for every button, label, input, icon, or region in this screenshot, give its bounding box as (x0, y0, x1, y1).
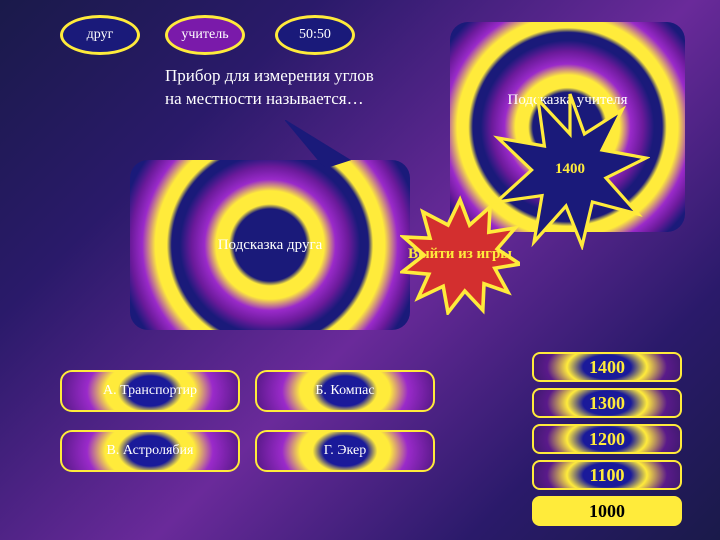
score-1200: 1200 (532, 424, 682, 454)
exit-button[interactable]: Выйти из игры (400, 195, 520, 315)
score-1000: 1000 (532, 496, 682, 526)
friend-speech-tail (285, 120, 365, 170)
answer-b-label: Б. Компас (315, 383, 374, 399)
answer-b[interactable]: Б. Компас (255, 370, 435, 412)
lifeline-friend-label: друг (87, 27, 114, 42)
lifeline-friend[interactable]: друг (60, 15, 140, 55)
lifeline-fifty[interactable]: 50:50 (275, 15, 355, 55)
answer-d[interactable]: Г. Экер (255, 430, 435, 472)
answer-a-label: А. Транспортир (103, 383, 197, 399)
score-1300: 1300 (532, 388, 682, 418)
lifeline-teacher[interactable]: учитель (165, 15, 245, 55)
answer-d-label: Г. Экер (324, 443, 366, 459)
lifeline-fifty-label: 50:50 (299, 27, 331, 42)
hint-friend-box[interactable]: Подсказка друга (130, 160, 410, 330)
answer-a[interactable]: А. Транспортир (60, 370, 240, 412)
answer-c[interactable]: В. Астролябия (60, 430, 240, 472)
score-1100: 1100 (532, 460, 682, 490)
lifeline-teacher-label: учитель (181, 27, 228, 42)
hint-friend-label: Подсказка друга (130, 160, 410, 330)
question-text: Прибор для измерения углов на местности … (165, 65, 375, 111)
answer-c-label: В. Астролябия (107, 443, 194, 459)
exit-label: Выйти из игры (400, 195, 520, 315)
score-1400: 1400 (532, 352, 682, 382)
